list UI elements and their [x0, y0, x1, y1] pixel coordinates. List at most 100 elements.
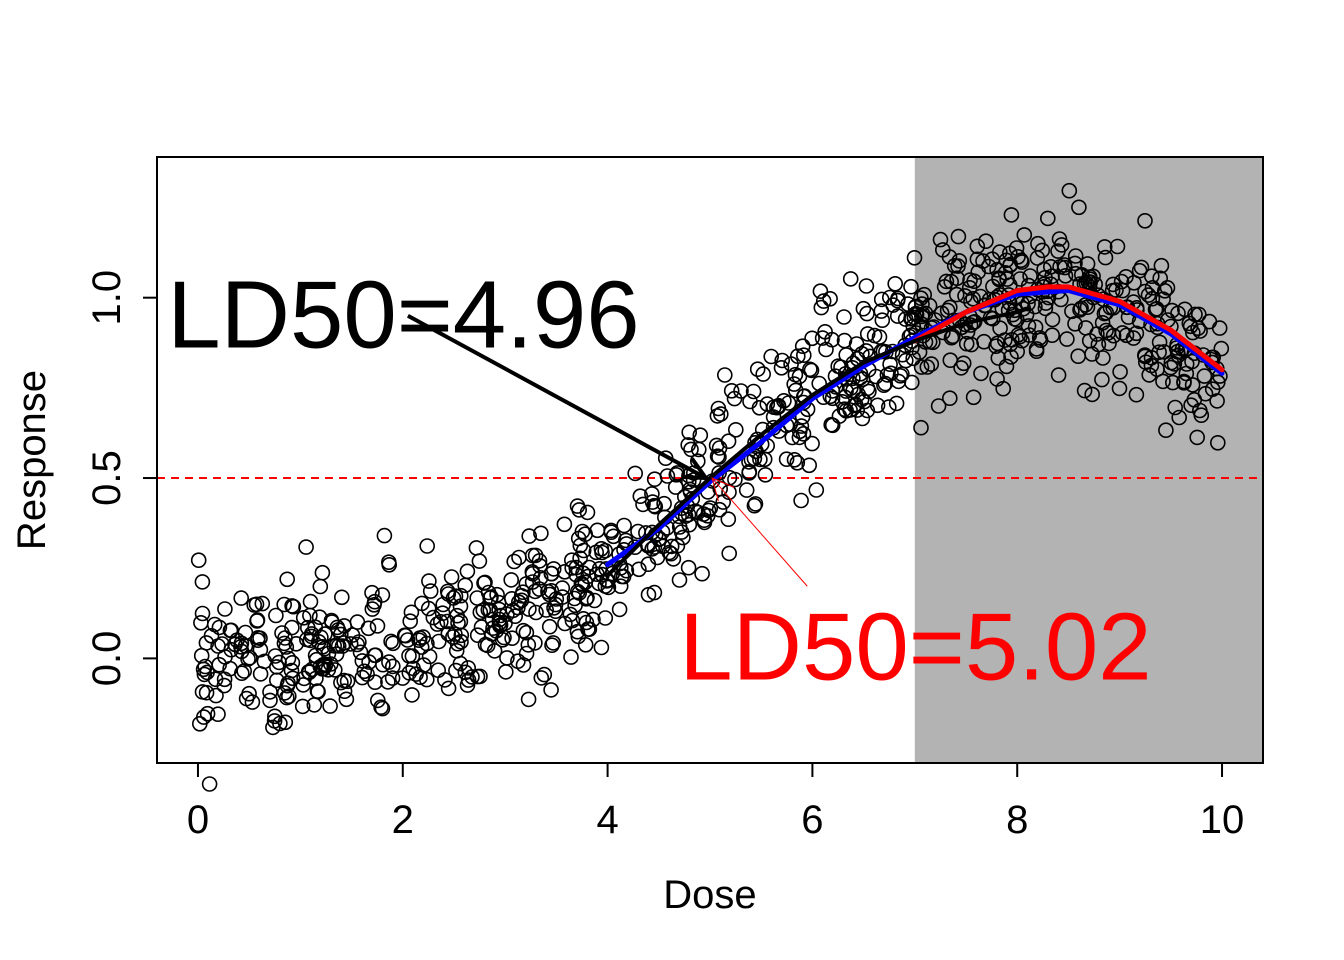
data-point — [524, 547, 541, 564]
data-point — [1131, 262, 1148, 279]
data-point — [1061, 182, 1078, 199]
data-point — [668, 466, 685, 483]
data-point — [778, 451, 795, 468]
data-point — [515, 622, 532, 639]
data-point — [770, 398, 787, 415]
data-point — [295, 677, 312, 693]
data-point — [414, 595, 430, 612]
data-point — [1032, 332, 1049, 349]
data-point — [283, 662, 300, 679]
data-point — [663, 538, 680, 555]
data-point — [1171, 409, 1187, 426]
data-point — [1079, 299, 1096, 316]
data-point — [384, 658, 401, 675]
data-point — [503, 572, 520, 588]
data-point — [1210, 434, 1226, 451]
data-point — [201, 776, 218, 792]
data-point — [916, 286, 933, 303]
x-tick-label: 0 — [187, 798, 209, 842]
data-point — [578, 614, 595, 631]
data-point — [889, 292, 906, 309]
data-point — [510, 653, 526, 670]
data-point — [1151, 344, 1167, 361]
data-point — [1140, 287, 1157, 303]
x-tick-label: 2 — [392, 798, 414, 842]
data-point — [440, 586, 457, 602]
data-point — [1158, 422, 1174, 439]
data-point — [192, 715, 208, 732]
data-point — [440, 680, 457, 697]
data-point — [254, 595, 271, 612]
data-point — [430, 633, 447, 650]
data-point — [464, 669, 480, 685]
data-point — [859, 326, 876, 342]
data-point — [1101, 335, 1117, 352]
data-point — [543, 682, 559, 698]
data-point — [310, 633, 327, 650]
data-point — [1067, 248, 1084, 264]
data-point — [1059, 331, 1075, 347]
data-point — [190, 552, 207, 569]
data-point — [1037, 269, 1053, 286]
data-point — [440, 626, 457, 642]
data-point — [296, 670, 312, 687]
data-point — [216, 671, 233, 688]
data-point — [611, 601, 628, 618]
data-point — [640, 556, 657, 573]
data-point — [635, 496, 651, 513]
data-point — [404, 648, 421, 664]
data-point — [874, 312, 891, 329]
data-point — [1044, 268, 1060, 285]
data-point — [854, 410, 871, 427]
data-point — [733, 383, 749, 399]
data-point — [323, 612, 340, 629]
data-point — [801, 457, 818, 474]
data-point — [460, 660, 477, 676]
data-point — [521, 528, 538, 544]
data-point — [564, 560, 581, 576]
data-point — [1167, 399, 1183, 416]
data-point — [1185, 324, 1201, 341]
data-point — [1037, 300, 1054, 317]
data-point — [298, 539, 314, 555]
data-point — [268, 607, 284, 624]
fit-curve-2 — [912, 284, 1225, 373]
data-point — [720, 433, 737, 450]
data-point — [646, 539, 663, 555]
data-point — [1196, 368, 1213, 384]
data-point — [780, 395, 797, 411]
data-point — [380, 554, 397, 571]
data-point — [545, 635, 562, 651]
data-point — [632, 488, 649, 505]
data-point — [374, 700, 391, 717]
data-point — [506, 553, 523, 570]
data-point — [939, 302, 956, 319]
data-point — [385, 635, 401, 652]
data-point — [538, 602, 555, 618]
data-point — [961, 279, 978, 296]
data-point — [447, 588, 464, 605]
data-point — [943, 329, 960, 346]
data-point — [472, 604, 489, 621]
data-point — [694, 565, 710, 582]
data-point — [842, 271, 859, 287]
data-point — [1178, 365, 1195, 382]
data-point — [1201, 313, 1218, 330]
data-point — [911, 344, 928, 360]
data-point — [336, 672, 353, 689]
data-point — [791, 423, 808, 440]
data-point — [759, 396, 776, 412]
data-point — [885, 297, 901, 313]
annotation-arrow-1 — [406, 313, 707, 480]
data-point — [1155, 373, 1171, 390]
annotation-arrow-2 — [711, 477, 808, 587]
data-point — [791, 429, 808, 446]
data-point — [963, 336, 980, 353]
data-point — [1118, 327, 1135, 344]
data-point — [432, 613, 449, 630]
data-point — [320, 645, 337, 662]
data-point — [415, 629, 432, 645]
data-point — [1076, 382, 1093, 399]
data-point — [437, 672, 453, 688]
data-point — [989, 371, 1005, 387]
